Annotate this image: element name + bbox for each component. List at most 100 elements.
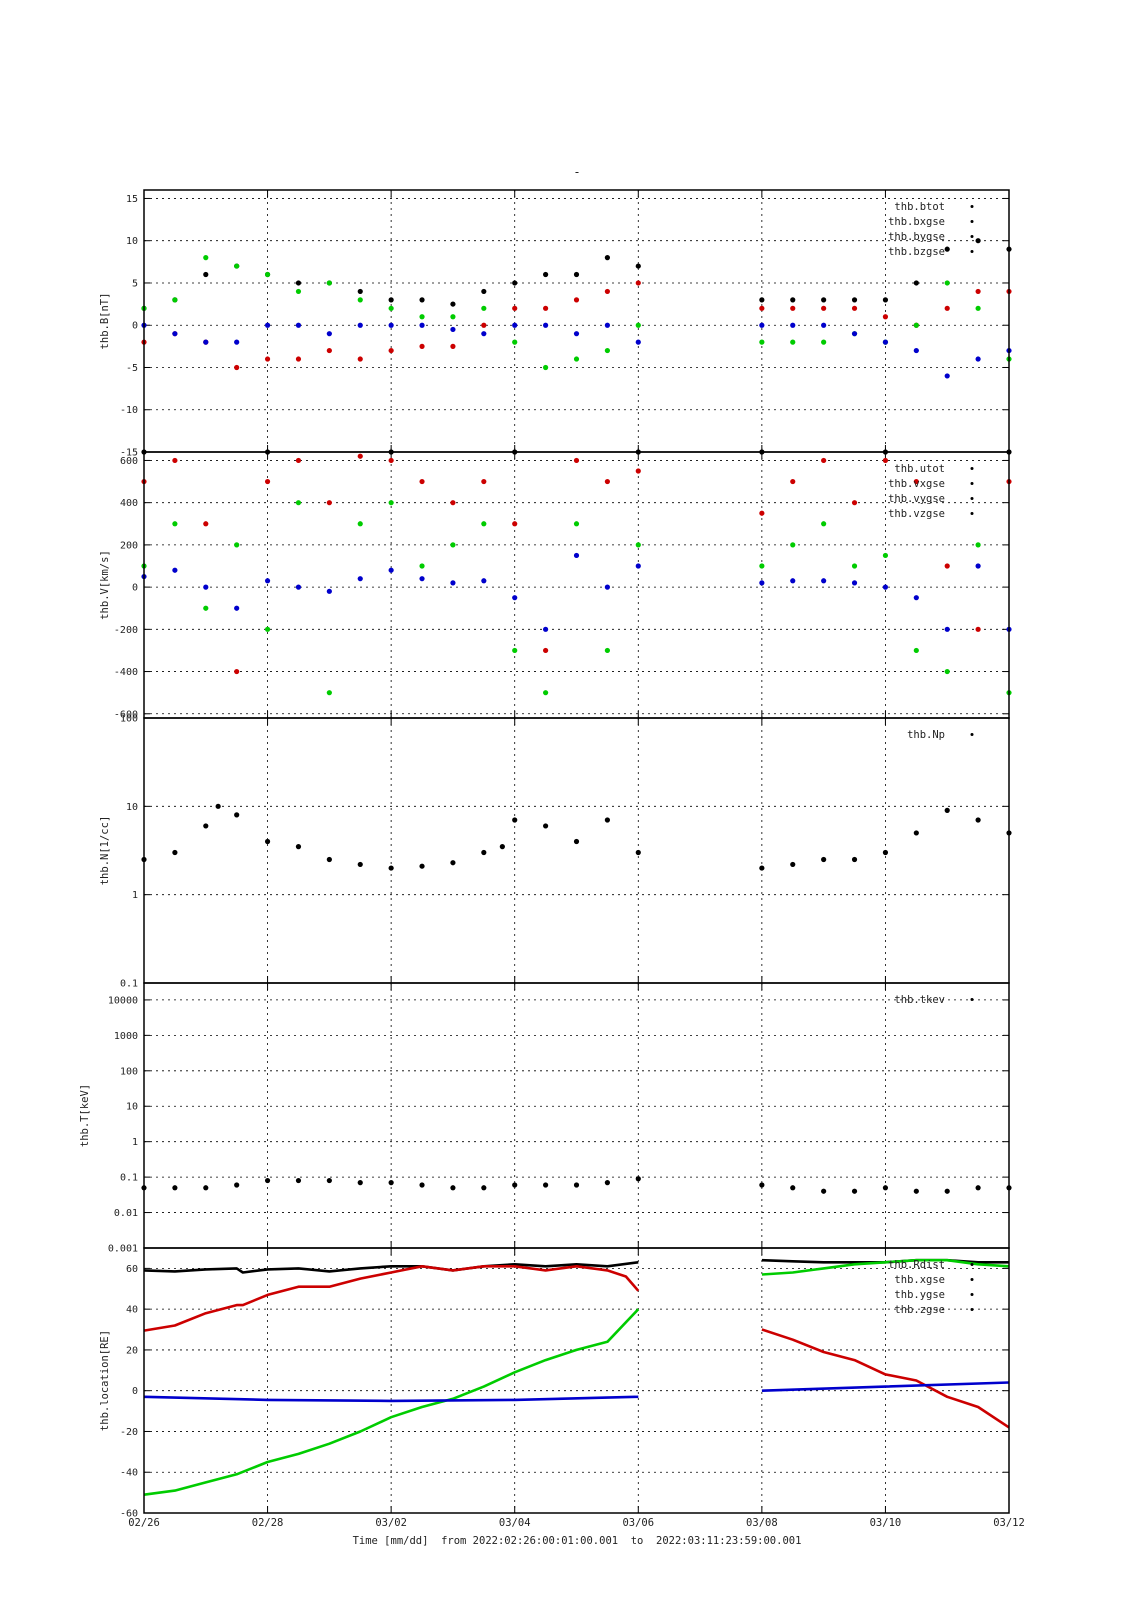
data-point [234, 812, 240, 818]
y-tick-label: 0 [132, 583, 138, 594]
data-point [481, 521, 487, 527]
series-line [143, 1265, 640, 1332]
data-point [882, 1185, 889, 1191]
data-point [913, 830, 919, 836]
data-point [913, 1188, 919, 1194]
y-axis-label: thb.N[1/cc] [99, 816, 111, 886]
data-point [295, 844, 302, 850]
legend-entry: thb.zgse [894, 1304, 945, 1316]
data-point [975, 563, 981, 569]
data-point [944, 246, 950, 252]
data-point [450, 301, 456, 307]
data-point [759, 305, 765, 311]
panel-frame [143, 1247, 1010, 1514]
x-tick-label: 03/10 [870, 1517, 902, 1529]
data-point [264, 356, 271, 362]
data-point [975, 626, 981, 632]
data-point [264, 626, 271, 632]
legend-entry: thb.xgse [894, 1274, 945, 1286]
data-point [635, 263, 641, 269]
data-point [203, 271, 209, 278]
y-tick-label: -200 [114, 625, 138, 636]
page-title: - [573, 165, 580, 179]
y-tick-label: -600 [114, 709, 138, 720]
data-point [326, 690, 332, 696]
data-point [882, 314, 889, 320]
x-tick-labels: 02/26 02/28 03/02 03/04 03/06 03/08 03/10 03/12 [128, 1517, 1025, 1529]
data-point [635, 468, 641, 474]
data-point [882, 584, 889, 590]
data-point [357, 322, 363, 328]
data-point [882, 339, 889, 345]
data-point [512, 280, 518, 286]
y-tick-label: 15 [126, 194, 138, 205]
data-point [357, 453, 363, 459]
data-point [512, 305, 518, 311]
y-tick-label: 5 [132, 278, 138, 289]
data-point [759, 322, 765, 328]
y-tick-label: 0 [132, 321, 138, 332]
y-tick-label: 0.1 [120, 1173, 138, 1184]
data-point [419, 314, 425, 320]
legend-entry: thb.bxgse [888, 216, 945, 228]
data-point [295, 1177, 302, 1184]
legend-marker [970, 220, 974, 223]
data-point [635, 322, 641, 328]
y-tick-label: 40 [126, 1305, 138, 1316]
panel-frame [143, 717, 1010, 984]
data-point [913, 322, 919, 328]
data-point [203, 605, 209, 611]
data-point [913, 280, 919, 286]
data-point [203, 255, 209, 261]
data-point [882, 552, 889, 559]
data-point [234, 542, 240, 548]
y-tick-label: 600 [120, 456, 138, 467]
data-point [543, 305, 549, 311]
y-axis-label: thb.V[km/s] [99, 550, 111, 620]
legend-marker [970, 250, 974, 253]
data-point [821, 322, 827, 328]
series-thb-vxgse [141, 453, 1012, 675]
data-point [326, 331, 332, 337]
data-point [481, 1185, 487, 1191]
y-axis-label: thb.T[keV] [79, 1084, 91, 1147]
data-point [450, 542, 456, 548]
data-point [851, 297, 858, 303]
data-point [573, 457, 580, 464]
data-point [975, 305, 981, 311]
data-point [450, 326, 456, 333]
data-point [450, 343, 456, 349]
y-tick-label: 20 [126, 1345, 138, 1356]
y-tick-label: -20 [120, 1427, 138, 1438]
legend-entry: thb.ygse [894, 1289, 945, 1301]
data-point [604, 647, 610, 654]
legend-marker [970, 205, 974, 208]
data-point [512, 817, 518, 823]
data-point [512, 339, 518, 345]
data-point [388, 457, 394, 464]
series-line [761, 1328, 1010, 1429]
data-point [635, 280, 641, 286]
data-point [913, 478, 919, 485]
data-point [543, 271, 549, 278]
data-point [543, 647, 549, 654]
legend-marker [970, 733, 974, 736]
data-point [851, 305, 858, 311]
legend-entry: thb.vygse [888, 493, 945, 505]
data-point [295, 500, 302, 506]
data-point [172, 849, 178, 856]
data-point [604, 478, 610, 485]
data-point [512, 322, 518, 328]
data-point [450, 580, 456, 586]
legend-entry: thb.Rdist [888, 1259, 945, 1271]
data-point [357, 576, 363, 582]
data-point [975, 1185, 981, 1191]
data-point [944, 668, 950, 675]
y-tick-label: -400 [114, 667, 138, 678]
data-point [573, 521, 580, 527]
data-point [635, 1176, 641, 1182]
data-point [295, 280, 302, 286]
data-point [975, 238, 981, 244]
data-point [975, 817, 981, 823]
